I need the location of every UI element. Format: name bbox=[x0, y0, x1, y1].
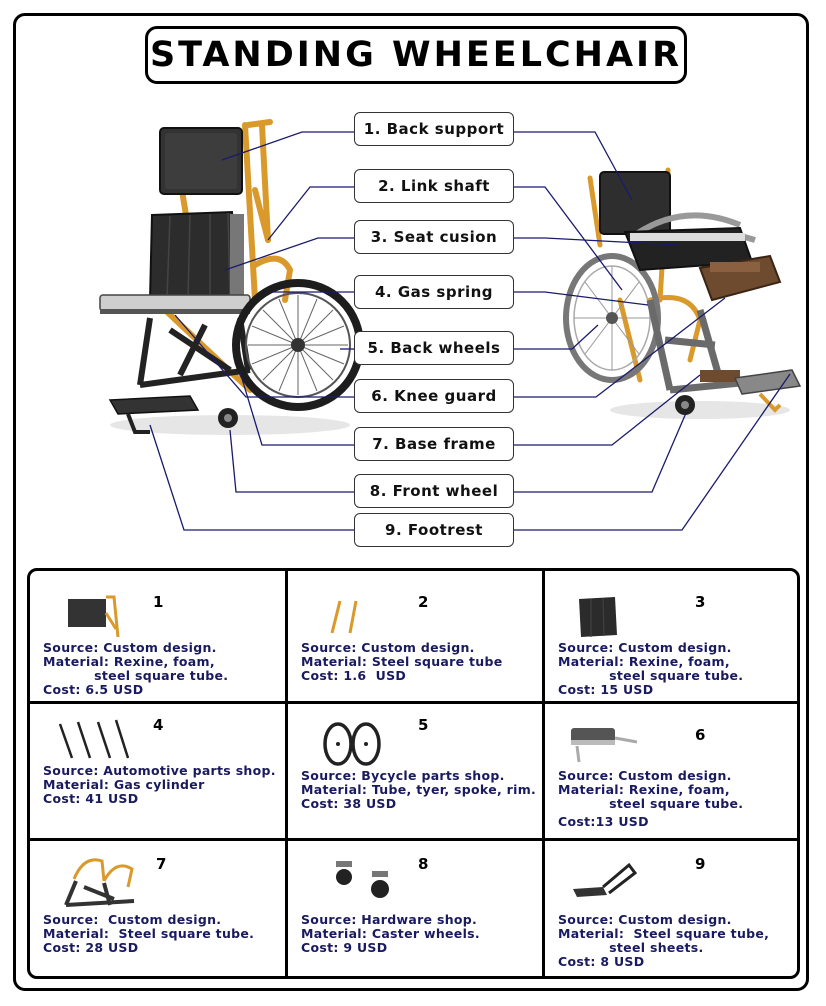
right-wheelchair bbox=[563, 167, 802, 415]
part-cell-3: 3 Source: Custom design. Material: Rexin… bbox=[545, 571, 797, 701]
right-back-wheel bbox=[563, 253, 661, 383]
part-cell-5: 5 Source: Bycycle parts shop. Material: … bbox=[288, 704, 542, 838]
part-label-front-wheel: 8. Front wheel bbox=[354, 474, 514, 508]
seat-cushion bbox=[148, 210, 242, 301]
front-wheel-thumbnail bbox=[336, 861, 389, 898]
page-title: STANDING WHEELCHAIR bbox=[145, 26, 687, 84]
part-number: 3 bbox=[695, 593, 706, 611]
part-source: Source: Bycycle parts shop. bbox=[301, 768, 505, 783]
part-label-gas-spring: 4. Gas spring bbox=[354, 275, 514, 309]
part-number: 6 bbox=[695, 726, 706, 744]
part-number: 2 bbox=[418, 593, 429, 611]
part-label-seat-cushion: 3. Seat cusion bbox=[354, 220, 514, 254]
part-material: Material: Steel square tube. bbox=[43, 926, 255, 941]
part-number: 8 bbox=[418, 855, 429, 873]
part-cost: Cost: 38 USD bbox=[301, 796, 397, 811]
part-material: Material: Gas cylinder bbox=[43, 777, 205, 792]
part-label-back-support: 1. Back support bbox=[354, 112, 514, 146]
part-source: Source: Custom design. bbox=[558, 912, 732, 927]
seat-cushion-thumbnail bbox=[579, 597, 617, 637]
part-cell-8: 8 Source: Hardware shop. Material: Caste… bbox=[288, 841, 542, 976]
part-cell-9: 9 Source: Custom design. Material: Steel… bbox=[545, 841, 797, 976]
part-cost: Cost: 8 USD bbox=[558, 954, 645, 969]
table-divider bbox=[30, 838, 797, 841]
part-source: Source: Custom design. bbox=[43, 640, 217, 655]
part-cost: Cost: 1.6 USD bbox=[301, 668, 407, 683]
part-label-link-shaft: 2. Link shaft bbox=[354, 169, 514, 203]
footrest-thumbnail bbox=[573, 862, 638, 897]
gas-spring-thumbnail bbox=[58, 719, 130, 759]
part-material: Material: Tube, tyer, spoke, rim. bbox=[301, 782, 537, 797]
part-cost: Cost: 28 USD bbox=[43, 940, 139, 955]
table-divider bbox=[30, 701, 797, 704]
back-support-thumbnail bbox=[68, 595, 120, 638]
part-material: Material: Caster wheels. bbox=[301, 926, 480, 941]
part-cost: Cost: 6.5 USD bbox=[43, 682, 144, 697]
knee-guard bbox=[99, 294, 251, 312]
part-material: Material: Rexine, foam, steel square tub… bbox=[43, 654, 229, 683]
part-cost: Cost:13 USD bbox=[558, 814, 649, 829]
table-divider bbox=[285, 571, 288, 976]
part-cell-1: 1 Source: Custom design. Material: Rexin… bbox=[30, 571, 285, 701]
part-material: Material: Rexine, foam, steel square tub… bbox=[558, 654, 744, 683]
part-source: Source: Custom design. bbox=[43, 912, 222, 927]
right-footrest bbox=[733, 369, 802, 395]
back-wheels-thumbnail bbox=[323, 722, 381, 766]
part-material: Material: Steel square tube, steel sheet… bbox=[558, 926, 770, 955]
part-label-base-frame: 7. Base frame bbox=[354, 427, 514, 461]
part-number: 9 bbox=[695, 855, 706, 873]
part-number: 7 bbox=[156, 855, 167, 873]
part-source: Source: Custom design. bbox=[558, 768, 732, 783]
part-material: Material: Rexine, foam, steel square tub… bbox=[558, 782, 744, 811]
part-label-back-wheels: 5. Back wheels bbox=[354, 331, 514, 365]
part-cost: Cost: 9 USD bbox=[301, 940, 388, 955]
knee-guard-thumbnail bbox=[571, 728, 638, 763]
table-divider bbox=[542, 571, 545, 976]
part-number: 4 bbox=[153, 716, 164, 734]
part-material: Material: Steel square tube bbox=[301, 654, 503, 669]
part-number: 5 bbox=[418, 716, 429, 734]
part-number: 1 bbox=[153, 593, 164, 611]
part-source: Source: Automotive parts shop. bbox=[43, 763, 276, 778]
left-footrest bbox=[108, 395, 200, 415]
part-source: Source: Custom design. bbox=[558, 640, 732, 655]
link-shaft-thumbnail bbox=[330, 600, 358, 634]
part-label-knee-guard: 6. Knee guard bbox=[354, 379, 514, 413]
parts-table: 1 Source: Custom design. Material: Rexin… bbox=[27, 568, 800, 979]
part-source: Source: Custom design. bbox=[301, 640, 475, 655]
part-cell-6: 6 Source: Custom design. Material: Rexin… bbox=[545, 704, 797, 838]
part-cell-7: 7 Source: Custom design. Material: Steel… bbox=[30, 841, 285, 976]
leader-lines bbox=[149, 131, 791, 531]
right-shadow bbox=[610, 401, 790, 419]
part-label-footrest: 9. Footrest bbox=[354, 513, 514, 547]
part-source: Source: Hardware shop. bbox=[301, 912, 478, 927]
outer-frame bbox=[13, 13, 809, 991]
part-cost: Cost: 41 USD bbox=[43, 791, 139, 806]
part-cell-4: 4 Source: Automotive parts shop. Materia… bbox=[30, 704, 285, 838]
part-cell-2: 2 Source: Custom design. Material: Steel… bbox=[288, 571, 542, 701]
part-cost: Cost: 15 USD bbox=[558, 682, 654, 697]
left-wheelchair bbox=[99, 119, 364, 434]
base-frame-thumbnail bbox=[64, 858, 135, 907]
